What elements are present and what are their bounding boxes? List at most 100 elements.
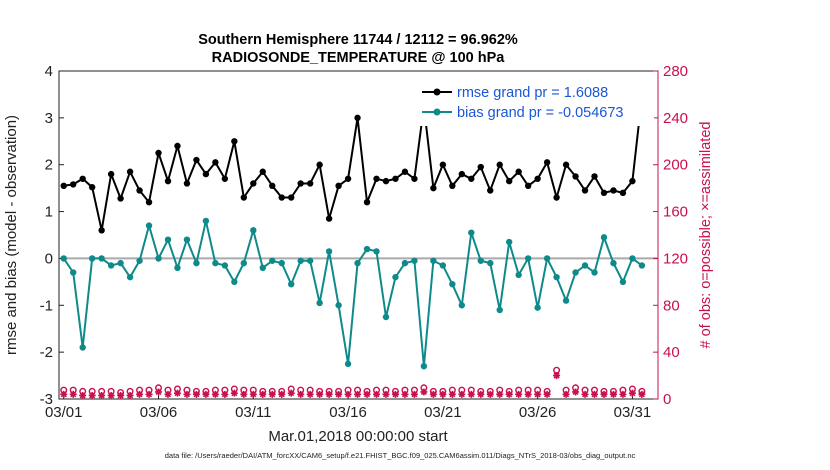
assimilated-marker — [136, 390, 144, 398]
rmse-point — [363, 199, 371, 206]
footnote: data file: /Users/raeder/DAI/ATM_forcXX/… — [165, 451, 636, 460]
assimilated-marker — [354, 390, 362, 398]
bias-point — [70, 269, 77, 276]
legend-box — [418, 82, 654, 126]
assimilated-marker — [249, 390, 257, 398]
rmse-point — [126, 168, 134, 175]
bias-point — [306, 257, 314, 264]
assimilated-marker — [344, 390, 352, 398]
rmse-point — [70, 181, 77, 188]
assimilated-marker — [107, 391, 115, 399]
rmse-point — [458, 170, 466, 178]
bias-point — [231, 278, 238, 286]
assimilated-marker — [572, 388, 580, 396]
bias-point — [126, 273, 134, 281]
bias-point — [288, 281, 295, 288]
assimilated-marker — [363, 390, 371, 398]
assimilated-marker — [534, 390, 542, 398]
y-tick-label: 3 — [45, 110, 53, 127]
rmse-point — [297, 180, 304, 187]
rmse-point — [477, 163, 484, 171]
assimilated-marker — [477, 390, 485, 398]
legend-label: bias grand pr = -0.054673 — [457, 105, 623, 121]
x-tick-label: 03/06 — [140, 404, 178, 421]
bias-point — [325, 248, 333, 255]
rmse-point — [259, 168, 266, 175]
bias-point — [354, 259, 361, 267]
assimilated-marker — [410, 390, 418, 398]
bias-point — [534, 304, 541, 311]
rmse-point — [325, 215, 333, 222]
rmse-point — [335, 182, 342, 189]
x-axis-label: Mar.01,2018 00:00:00 start — [268, 428, 448, 445]
assimilated-marker — [268, 390, 276, 398]
rmse-point — [468, 175, 475, 182]
rmse-point — [193, 156, 200, 164]
assimilated-marker — [391, 390, 399, 398]
rmse-point — [619, 189, 627, 197]
bias-point — [392, 273, 399, 281]
assimilated-marker — [98, 391, 106, 399]
bias-point — [373, 248, 380, 255]
bias-point — [638, 262, 646, 269]
rmse-point — [240, 194, 248, 201]
bias-line — [62, 220, 643, 367]
assimilated-marker — [448, 390, 456, 398]
y-tick-label: 0 — [45, 250, 53, 267]
y-tick-label: 2 — [45, 157, 53, 174]
rmse-point — [401, 168, 409, 175]
bias-point — [79, 344, 86, 351]
rmse-point — [107, 170, 115, 178]
bias-point — [183, 236, 191, 243]
assimilated-marker — [335, 390, 343, 398]
x-tick-label: 03/21 — [424, 404, 462, 421]
bias-point — [240, 259, 248, 267]
assimilated-marker — [202, 390, 210, 398]
bias-point — [269, 257, 276, 264]
x-tick-label: 03/01 — [45, 404, 83, 421]
rmse-point — [591, 173, 598, 180]
rmse-point — [600, 189, 608, 197]
bias-point — [600, 234, 608, 241]
x-tick-label: 03/16 — [329, 404, 367, 421]
y-tick-label: -1 — [40, 297, 53, 314]
assimilated-marker — [429, 390, 437, 398]
rmse-point — [505, 177, 513, 185]
rmse-point — [534, 175, 541, 182]
rmse-point — [269, 182, 276, 189]
assimilated-marker — [259, 390, 267, 398]
bias-point — [629, 255, 636, 262]
assimilated-marker — [458, 390, 466, 398]
y-tick-label: 1 — [45, 204, 53, 221]
rmse-point — [288, 194, 295, 201]
assimilated-marker — [467, 390, 475, 398]
bias-point — [411, 257, 418, 264]
assimilated-marker — [306, 390, 314, 398]
rmse-point — [496, 161, 503, 168]
assimilated-marker — [240, 390, 248, 398]
assimilated-marker — [164, 390, 172, 398]
assimilated-marker — [79, 391, 87, 399]
assimilated-marker — [590, 390, 598, 398]
assimilated-marker — [325, 390, 333, 398]
assimilated-marker — [420, 388, 428, 396]
assimilated-marker — [192, 390, 200, 398]
assimilated-marker — [316, 390, 324, 398]
assimilated-marker — [439, 390, 447, 398]
rmse-point — [145, 199, 153, 206]
bias-point — [420, 363, 428, 370]
assimilated-marker — [600, 390, 608, 398]
rmse-point — [382, 177, 390, 185]
rmse-point — [392, 175, 399, 182]
bias-point — [316, 299, 323, 307]
rmse-point — [60, 182, 67, 189]
y-right-tick-label: 0 — [663, 391, 671, 408]
bias-point — [344, 360, 352, 368]
rmse-point — [278, 194, 285, 201]
x-tick-label: 03/11 — [235, 404, 271, 421]
bias-point — [591, 269, 598, 276]
rmse-point — [231, 138, 238, 145]
assimilated-marker — [609, 390, 617, 398]
assimilated-marker — [619, 390, 627, 398]
